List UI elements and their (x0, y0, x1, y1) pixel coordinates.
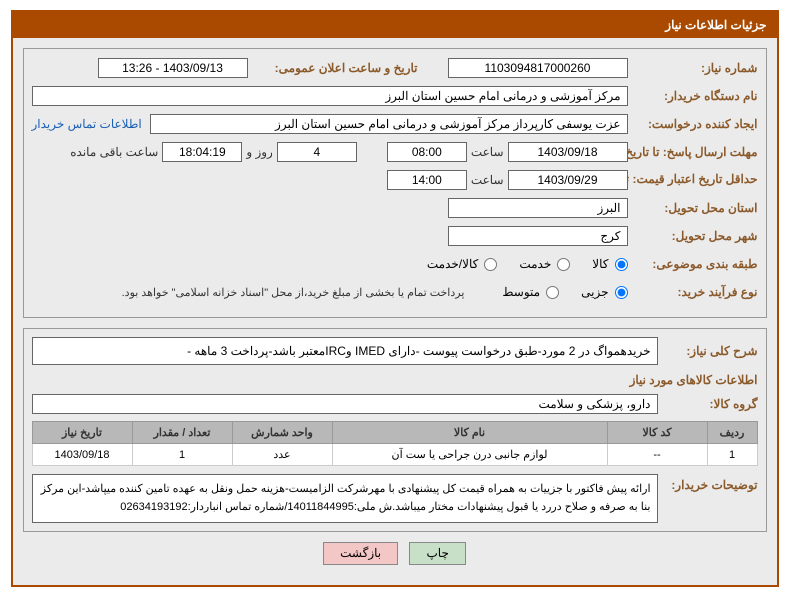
panel-title: جزئیات اطلاعات نیاز (665, 18, 766, 32)
province-label: استان محل تحویل: (628, 201, 758, 215)
category-label: طبقه بندی موضوعی: (628, 257, 758, 271)
purchase-note: پرداخت تمام یا بخشی از مبلغ خرید،از محل … (122, 286, 465, 299)
radio-both[interactable] (484, 258, 497, 271)
details-section: شماره نیاز: تاریخ و ساعت اعلان عمومی: نا… (23, 48, 767, 318)
cell-row: 1 (707, 444, 757, 466)
province-input[interactable] (448, 198, 628, 218)
city-input[interactable] (448, 226, 628, 246)
announce-label: تاریخ و ساعت اعلان عمومی: (248, 61, 418, 75)
remaining-suffix: ساعت باقی مانده (70, 145, 158, 159)
cell-qty: 1 (132, 444, 232, 466)
radio-goods-label: کالا (592, 257, 608, 271)
days-remaining-input[interactable] (277, 142, 357, 162)
buyer-notes-box: ارائه پیش فاکتور با جزییات به همراه قیمت… (32, 474, 658, 523)
deadline-label: مهلت ارسال پاسخ: تا تاریخ: (628, 145, 758, 159)
buyer-org-input[interactable] (32, 86, 628, 106)
goods-group-input[interactable] (32, 394, 658, 414)
remaining-time-input[interactable] (162, 142, 242, 162)
purchase-type-group: جزیی متوسط (484, 285, 627, 299)
items-section: شرح کلی نیاز: خریدهمواگ در 2 مورد-طبق در… (23, 328, 767, 532)
radio-service[interactable] (557, 258, 570, 271)
radio-medium[interactable] (546, 286, 559, 299)
radio-partial-label: جزیی (581, 285, 608, 299)
print-button[interactable]: چاپ (409, 542, 465, 565)
requester-label: ایجاد کننده درخواست: (628, 117, 758, 131)
cell-unit: عدد (232, 444, 332, 466)
panel-header: جزئیات اطلاعات نیاز (13, 12, 777, 38)
cell-date: 1403/09/18 (32, 444, 132, 466)
validity-time-input[interactable] (387, 170, 467, 190)
th-date: تاریخ نیاز (32, 422, 132, 444)
th-unit: واحد شمارش (232, 422, 332, 444)
need-number-input[interactable] (448, 58, 628, 78)
footer-buttons: چاپ بازگشت (23, 532, 767, 575)
th-name: نام کالا (332, 422, 607, 444)
radio-partial[interactable] (615, 286, 628, 299)
th-code: کد کالا (607, 422, 707, 444)
back-button[interactable]: بازگشت (323, 542, 398, 565)
cell-name: لوازم جانبی درن جراحی یا ست آن (332, 444, 607, 466)
category-radio-group: کالا خدمت کالا/خدمت (409, 257, 628, 271)
deadline-date-input[interactable] (508, 142, 628, 162)
radio-both-label: کالا/خدمت (427, 257, 478, 271)
goods-group-label: گروه کالا: (658, 397, 758, 411)
radio-service-label: خدمت (519, 257, 551, 271)
buyer-org-label: نام دستگاه خریدار: (628, 89, 758, 103)
radio-medium-label: متوسط (502, 285, 540, 299)
items-header: اطلاعات کالاهای مورد نیاز (32, 373, 758, 387)
cell-code: -- (607, 444, 707, 466)
time-word-1: ساعت (471, 145, 504, 159)
validity-label: حداقل تاریخ اعتبار قیمت: تا تاریخ: (628, 172, 758, 188)
need-number-label: شماره نیاز: (628, 61, 758, 75)
deadline-time-input[interactable] (387, 142, 467, 162)
announce-input[interactable] (98, 58, 248, 78)
purchase-type-label: نوع فرآیند خرید: (628, 285, 758, 299)
validity-date-input[interactable] (508, 170, 628, 190)
table-header-row: ردیف کد کالا نام کالا واحد شمارش تعداد /… (32, 422, 757, 444)
requester-input[interactable] (150, 114, 628, 134)
city-label: شهر محل تحویل: (628, 229, 758, 243)
general-desc-box: خریدهمواگ در 2 مورد-طبق درخواست پیوست -د… (32, 337, 658, 365)
radio-goods[interactable] (615, 258, 628, 271)
buyer-notes-label: توضیحات خریدار: (658, 474, 758, 492)
th-qty: تعداد / مقدار (132, 422, 232, 444)
main-panel: جزئیات اطلاعات نیاز شماره نیاز: تاریخ و … (11, 10, 779, 587)
contact-link[interactable]: اطلاعات تماس خریدار (32, 117, 142, 131)
content-area: شماره نیاز: تاریخ و ساعت اعلان عمومی: نا… (13, 38, 777, 585)
days-word: روز و (246, 145, 273, 159)
items-table: ردیف کد کالا نام کالا واحد شمارش تعداد /… (32, 421, 758, 466)
time-word-2: ساعت (471, 173, 504, 187)
general-desc-label: شرح کلی نیاز: (658, 344, 758, 358)
table-row[interactable]: 1 -- لوازم جانبی درن جراحی یا ست آن عدد … (32, 444, 757, 466)
th-row: ردیف (707, 422, 757, 444)
